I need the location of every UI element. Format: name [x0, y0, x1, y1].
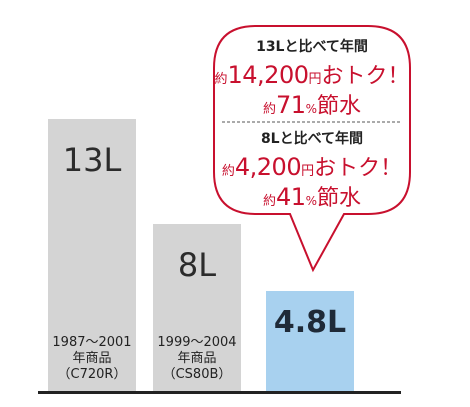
- bar-value-label: 8L: [177, 246, 217, 284]
- x-axis-baseline: [38, 391, 401, 394]
- bar-2: 8L 1999〜2004 年商品 （CS80B）: [153, 224, 241, 391]
- bar-1: 13L 1987〜2001 年商品 （C720R）: [48, 119, 136, 391]
- callout-bubble: [213, 25, 411, 273]
- bar-value-label: 4.8L: [273, 305, 347, 340]
- bar-caption-line: 1987〜2001: [52, 335, 132, 350]
- bar-value-label: 13L: [62, 141, 122, 179]
- callout-water-line-1: 約71%節水: [263, 91, 361, 119]
- bar-caption-line: 年商品: [72, 351, 112, 366]
- callout-heading-1: 13Lと比べて年間: [256, 39, 368, 55]
- callout-outline: [213, 25, 411, 273]
- callout-saving-line-2: 約4,200円おトク！: [221, 153, 403, 181]
- bar-3: 4.8L: [266, 291, 354, 391]
- bar-caption-line: （CS80B）: [162, 367, 232, 382]
- callout-saving-line-1: 約14,200円おトク！: [214, 61, 410, 89]
- bar-caption: 1987〜2001 年商品 （C720R）: [48, 335, 136, 383]
- bar-caption-line: （C720R）: [57, 367, 127, 382]
- bar-caption-line: 年商品: [177, 351, 217, 366]
- callout-water-line-2: 約41%節水: [263, 183, 361, 211]
- bar-caption: 1999〜2004 年商品 （CS80B）: [153, 335, 241, 383]
- callout-heading-2: 8Lと比べて年間: [260, 131, 364, 147]
- bar-caption-line: 1999〜2004: [157, 335, 237, 350]
